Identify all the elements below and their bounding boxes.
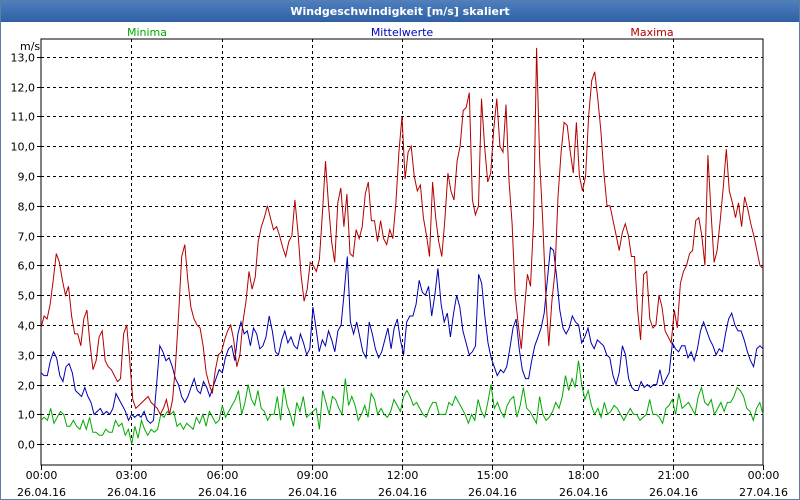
- y-tick-label: 7,0: [18, 231, 36, 244]
- x-tick-date: 26.04.16: [559, 486, 608, 499]
- x-tick-date: 26.04.16: [17, 486, 66, 499]
- series-line-mittelwerte: [40, 246, 764, 424]
- x-tick-date: 26.04.16: [649, 486, 698, 499]
- legend-item-maxima: Maxima: [630, 26, 673, 39]
- y-tick-label: 10,0: [11, 141, 36, 154]
- x-tick-time: 12:00: [387, 469, 419, 482]
- y-tick-label: 2,0: [18, 380, 36, 393]
- y-axis-label: m/s: [20, 40, 40, 53]
- legend-item-minima: Minima: [127, 26, 167, 39]
- x-tick-time: 09:00: [297, 469, 329, 482]
- y-tick-label: 12,0: [11, 82, 36, 95]
- y-tick-label: 0,0: [18, 439, 36, 452]
- y-tick-label: 5,0: [18, 290, 36, 303]
- y-tick-label: 13,0: [11, 52, 36, 65]
- legend-item-mittelwerte: Mittelwerte: [371, 26, 434, 39]
- wind-speed-chart: 0,0 1,0 2,0 3,0 4,0 5,0 6,0 7,0 8,0 9,0 10,0 11,0 12…: [11, 26, 788, 499]
- x-tick-time: 00:00: [748, 469, 780, 482]
- x-tick-time: 18:00: [568, 469, 600, 482]
- x-tick-time: 21:00: [658, 469, 690, 482]
- window-title: Windgeschwindigkeit [m/s] skaliert: [1, 1, 799, 22]
- series-line-maxima: [40, 47, 764, 416]
- y-tick-label: 1,0: [18, 409, 36, 422]
- series-line-minima: [40, 360, 764, 445]
- y-tick-label: 3,0: [18, 350, 36, 363]
- x-tick-date: 26.04.16: [378, 486, 427, 499]
- x-tick-date: 26.04.16: [468, 486, 517, 499]
- y-tick-label: 6,0: [18, 260, 36, 273]
- y-tick-label: 9,0: [18, 171, 36, 184]
- x-tick-time: 06:00: [207, 469, 239, 482]
- x-tick-time: 03:00: [116, 469, 148, 482]
- x-axis-ticks: 00:00 26.04.16 03:00 26.04.16 06:00 26.04.16 0…: [17, 465, 788, 499]
- y-tick-label: 8,0: [18, 201, 36, 214]
- x-tick-date: 27.04.16: [739, 486, 788, 499]
- y-tick-label: 11,0: [11, 111, 36, 124]
- x-tick-date: 26.04.16: [198, 486, 247, 499]
- legend: Minima Mittelwerte Maxima: [127, 26, 674, 39]
- x-tick-time: 00:00: [26, 469, 58, 482]
- x-tick-date: 26.04.16: [107, 486, 156, 499]
- y-axis-ticks: 0,0 1,0 2,0 3,0 4,0 5,0 6,0 7,0 8,0 9,0 10,0 11,0 12…: [11, 52, 41, 452]
- x-tick-time: 15:00: [477, 469, 509, 482]
- y-tick-label: 4,0: [18, 320, 36, 333]
- series-lines: [40, 47, 764, 445]
- x-tick-date: 26.04.16: [288, 486, 337, 499]
